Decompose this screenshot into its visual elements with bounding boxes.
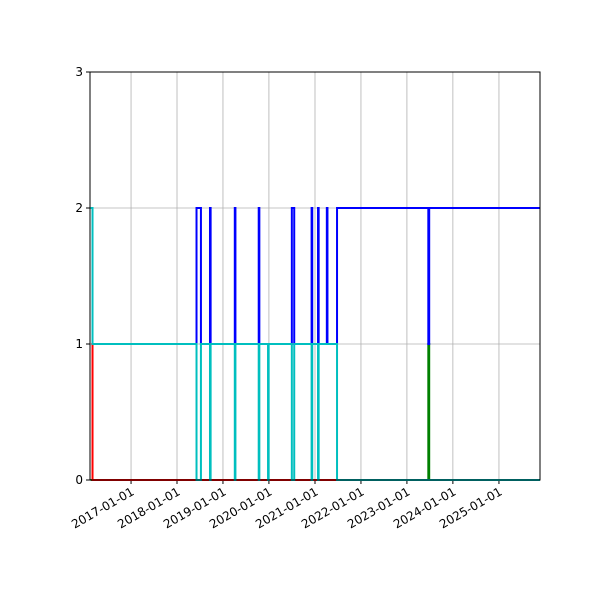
y-tick-label: 0 — [75, 473, 83, 487]
plot-frame — [89, 71, 541, 481]
y-tick-label: 1 — [75, 337, 83, 351]
step-line — [90, 207, 540, 481]
y-tick-label: 2 — [75, 201, 83, 215]
y-tick-label: 3 — [75, 65, 83, 79]
step-line — [92, 207, 540, 345]
step-line — [91, 343, 540, 481]
